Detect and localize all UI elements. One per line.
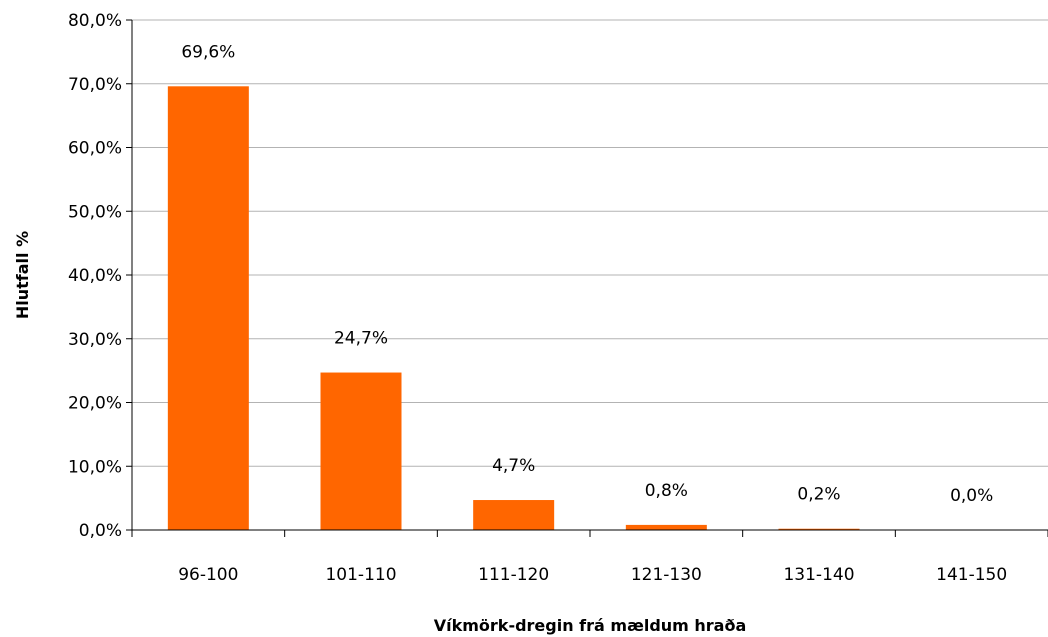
x-tick-label: 131-140	[783, 565, 854, 585]
y-tick-label: 10,0%	[68, 457, 122, 477]
y-tick-label: 20,0%	[68, 394, 122, 414]
y-tick-label: 50,0%	[68, 202, 122, 222]
y-tick-label: 80,0%	[68, 11, 122, 31]
y-tick-label: 70,0%	[68, 75, 122, 95]
data-label: 24,7%	[334, 329, 388, 349]
x-tick-label: 101-110	[325, 565, 396, 585]
bar	[473, 500, 555, 530]
data-label: 69,6%	[181, 42, 235, 62]
x-tick-label: 96-100	[178, 565, 238, 585]
x-tick-label: 121-130	[631, 565, 702, 585]
data-label: 0,2%	[797, 485, 840, 505]
y-axis-title: Hlutfall %	[13, 231, 32, 319]
bars	[167, 86, 860, 531]
bar	[778, 528, 860, 530]
data-label: 4,7%	[492, 456, 535, 476]
data-label: 0,8%	[645, 481, 688, 501]
y-tick-label: 40,0%	[68, 266, 122, 286]
y-tick-label: 60,0%	[68, 139, 122, 159]
x-tick-label: 141-150	[936, 565, 1007, 585]
y-tick-label: 30,0%	[68, 330, 122, 350]
labels: 0,0% 10,0% 20,0% 30,0% 40,0% 50,0% 60,0% 70,0% 8…	[68, 11, 1007, 585]
axes	[126, 19, 1048, 537]
x-axis-title: Víkmörk-dregin frá mældum hraða	[434, 616, 747, 635]
bar	[320, 372, 402, 530]
x-tick-label: 111-120	[478, 565, 549, 585]
y-tick-label: 0,0%	[79, 521, 122, 541]
data-label: 0,0%	[950, 486, 993, 506]
bar	[625, 524, 707, 530]
bar	[167, 86, 249, 531]
gridlines	[132, 19, 1048, 467]
